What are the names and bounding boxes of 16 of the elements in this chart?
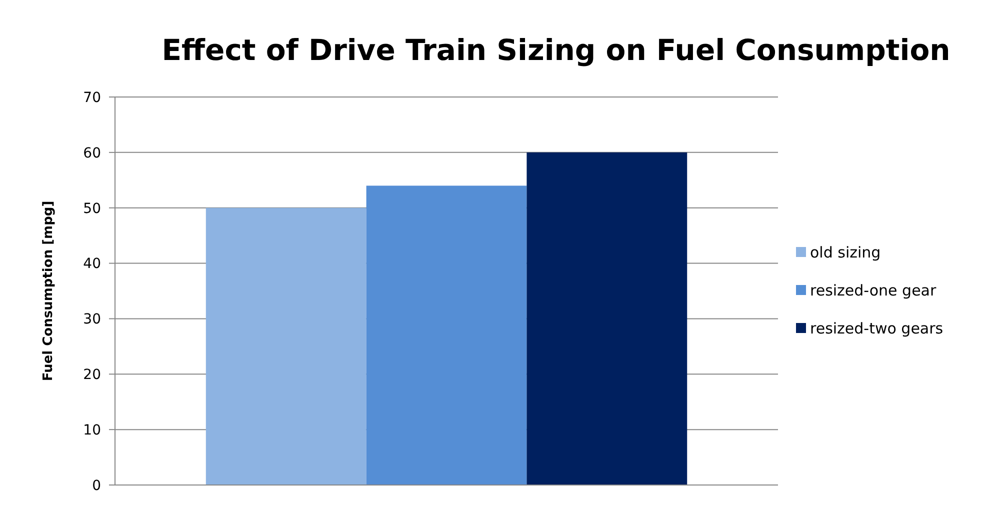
y-tick-label: 20 (83, 367, 101, 384)
y-tick-label: 30 (83, 312, 101, 328)
bar (366, 186, 527, 485)
y-tick-label: 40 (83, 256, 101, 272)
y-tick-label: 70 (83, 90, 101, 106)
y-tick-label: 60 (83, 145, 101, 162)
y-axis-title: Fuel Consumption [mpg] (41, 200, 56, 382)
chart-title: Effect of Drive Train Sizing on Fuel Consumption (162, 33, 950, 67)
legend-label: resized-one gear (810, 281, 937, 300)
bar (206, 208, 366, 485)
y-tick-label: 10 (83, 422, 101, 438)
legend-label: old sizing (810, 243, 881, 262)
y-tick-label: 0 (92, 478, 101, 494)
bar (526, 152, 688, 485)
legend-label: resized-two gears (810, 319, 944, 338)
y-tick-label: 50 (83, 200, 101, 217)
